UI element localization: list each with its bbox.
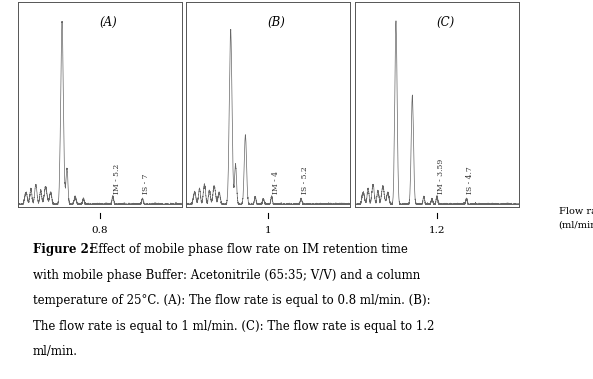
Text: 1: 1 [265,227,272,235]
Text: IM - 3.59: IM - 3.59 [437,159,445,194]
Text: IS - 4.7: IS - 4.7 [467,166,474,194]
Text: IM - 4: IM - 4 [272,171,280,194]
Text: Flow rate: Flow rate [559,207,593,216]
Text: ml/min.: ml/min. [33,345,78,359]
Text: IM - 5.2: IM - 5.2 [113,164,121,194]
Text: (A): (A) [99,16,117,29]
Text: 0.8: 0.8 [91,227,108,235]
Text: 1.2: 1.2 [429,227,445,235]
Text: Effect of mobile phase flow rate on IM retention time: Effect of mobile phase flow rate on IM r… [87,243,408,256]
Text: (C): (C) [436,16,454,29]
Text: (B): (B) [267,16,285,29]
Text: with mobile phase Buffer: Acetonitrile (65:35; V/V) and a column: with mobile phase Buffer: Acetonitrile (… [33,269,420,282]
Text: temperature of 25°C. (A): The flow rate is equal to 0.8 ml/min. (B):: temperature of 25°C. (A): The flow rate … [33,294,431,307]
Text: Figure 2:: Figure 2: [33,243,93,256]
Text: The flow rate is equal to 1 ml/min. (C): The flow rate is equal to 1.2: The flow rate is equal to 1 ml/min. (C):… [33,320,434,333]
Text: IS - 5.2: IS - 5.2 [301,166,309,194]
Text: (ml/min): (ml/min) [559,221,593,230]
Text: IS - 7: IS - 7 [142,174,151,194]
